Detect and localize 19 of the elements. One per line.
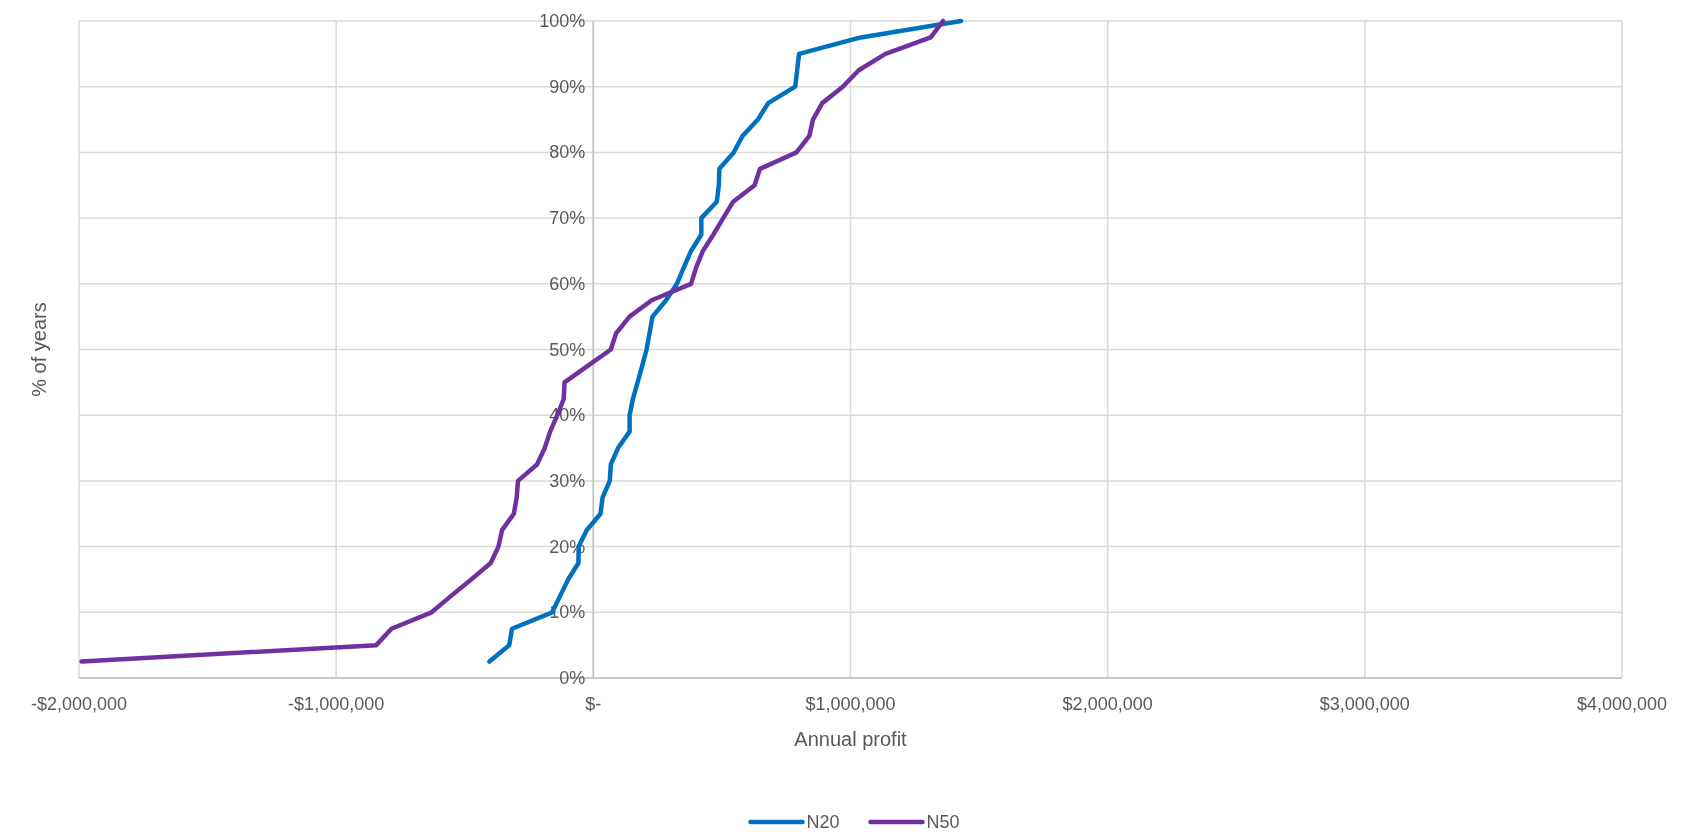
x-tick-label: $- xyxy=(585,694,602,714)
x-tick-label: -$1,000,000 xyxy=(288,694,385,714)
legend-label: N20 xyxy=(806,812,840,832)
x-axis-title: Annual profit xyxy=(794,728,908,750)
y-tick-label: 0% xyxy=(559,668,586,688)
y-axis-title: % of years xyxy=(28,302,50,397)
y-tick-label: 100% xyxy=(539,11,586,31)
x-tick-label: $3,000,000 xyxy=(1319,694,1410,714)
x-tick-label: -$2,000,000 xyxy=(30,694,128,714)
y-tick-label: 60% xyxy=(549,273,586,294)
y-tick-label: 30% xyxy=(549,470,586,491)
y-tick-label: 80% xyxy=(549,142,586,163)
y-tick-label: 50% xyxy=(549,339,586,360)
legend-label: N50 xyxy=(926,812,960,832)
y-tick-label: 70% xyxy=(549,208,586,229)
x-tick-label: $4,000,000 xyxy=(1576,694,1668,714)
x-tick-label: $2,000,000 xyxy=(1062,694,1153,714)
y-tick-label: 90% xyxy=(549,76,586,97)
x-tick-label: $1,000,000 xyxy=(805,694,896,714)
